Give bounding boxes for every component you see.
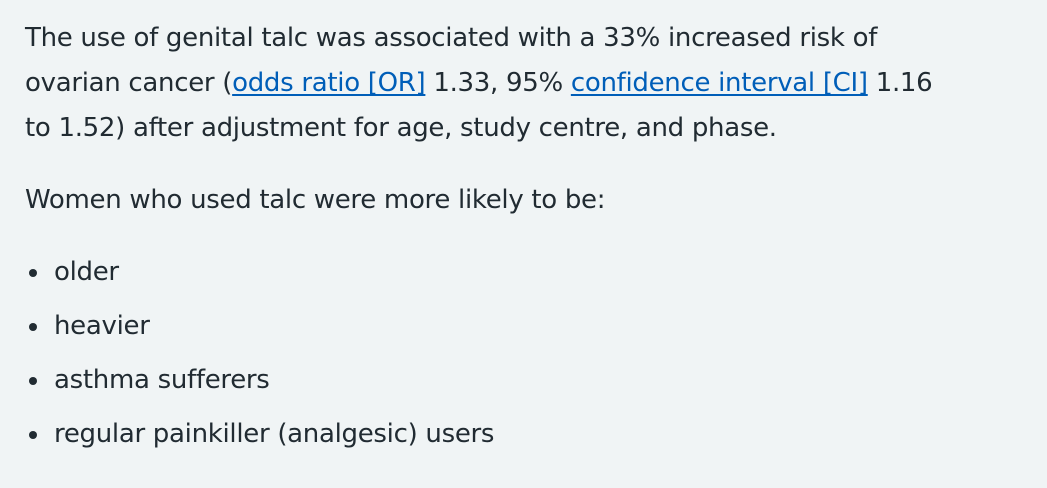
glossary-link[interactable]: confidence interval [CI] (570, 68, 868, 98)
text: The use of genital talc was associated w… (25, 23, 878, 98)
text: 1.33, 95% (425, 68, 571, 98)
list-item: regular painkiller (analgesic) users (25, 412, 965, 457)
bullet-list: older heavier asthma sufferers regular pain… (25, 250, 965, 457)
paragraph: Women who used talc were more likely to … (25, 185, 606, 215)
list-item: older (25, 250, 965, 295)
glossary-link[interactable]: odds ratio [OR] (232, 68, 426, 98)
paragraph: The use of genital talc was associated w… (25, 16, 965, 151)
list-item: heavier (25, 304, 965, 349)
text: 1.16 to 1.52) after adjustment for age, … (25, 68, 933, 143)
content: The use of genital talc was associated w… (25, 16, 965, 457)
list-item: asthma sufferers (25, 358, 965, 403)
